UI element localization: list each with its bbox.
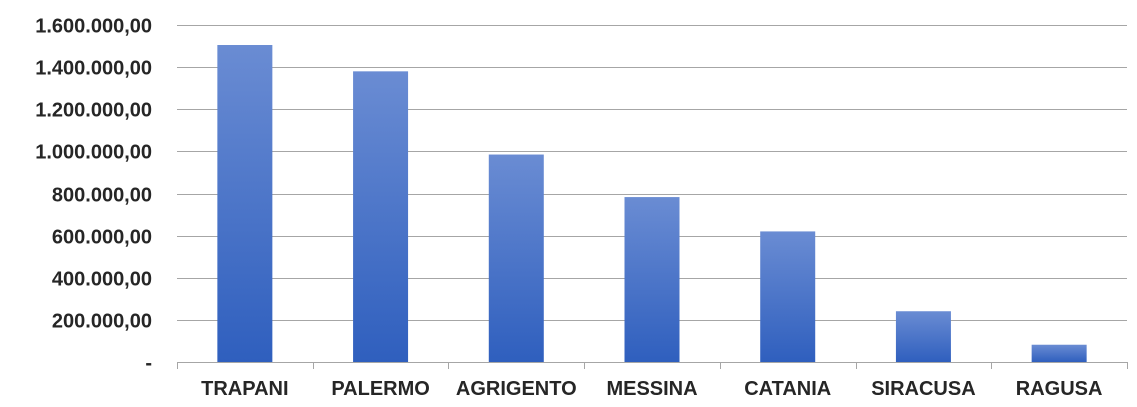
y-tick-label: - <box>145 353 152 375</box>
y-tick-label: 800.000,00 <box>52 185 152 207</box>
x-category-label: CATANIA <box>744 378 831 400</box>
gridlines <box>177 25 1128 369</box>
bar-palermo <box>353 71 409 363</box>
y-tick-label: 200.000,00 <box>52 311 152 333</box>
x-category-label: SIRACUSA <box>871 378 975 400</box>
bars <box>217 45 1087 363</box>
y-tick-label: 1.000.000,00 <box>35 142 152 164</box>
y-tick-label: 1.600.000,00 <box>35 16 152 38</box>
x-category-label: PALERMO <box>331 378 430 400</box>
y-axis-tick-labels: - 200.000,00 400.000,00 600.000,00 800.000,0… <box>35 16 152 375</box>
y-tick-label: 1.200.000,00 <box>35 100 152 122</box>
x-axis-category-labels: TRAPANI PALERMO AGRIGENTO MESSINA CATANIA SIR… <box>201 378 1102 400</box>
x-category-label: TRAPANI <box>201 378 288 400</box>
bar-siracusa <box>895 311 951 362</box>
y-tick-label: 600.000,00 <box>52 227 152 249</box>
bar-catania <box>760 231 816 362</box>
y-tick-label: 1.400.000,00 <box>35 58 152 80</box>
bar-messina <box>624 197 680 362</box>
bar-agrigento <box>488 154 544 362</box>
y-tick-label: 400.000,00 <box>52 269 152 291</box>
x-category-label: AGRIGENTO <box>456 378 577 400</box>
x-category-label: MESSINA <box>606 378 697 400</box>
bar-ragusa <box>1031 344 1087 362</box>
bar-trapani <box>217 45 273 363</box>
x-category-label: RAGUSA <box>1016 378 1103 400</box>
